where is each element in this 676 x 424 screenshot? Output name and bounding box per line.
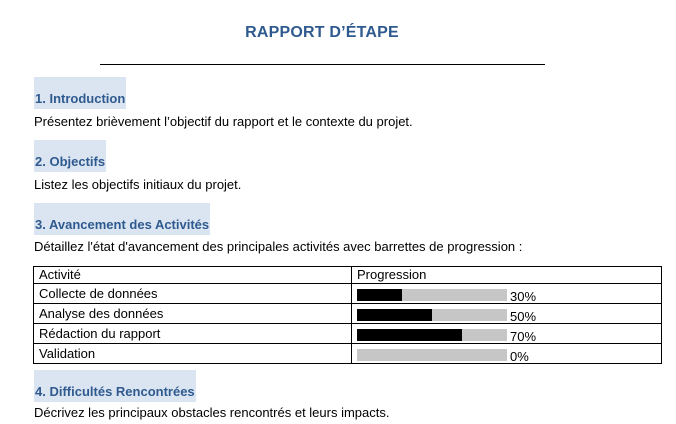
section-text-difficultes: Décrivez les principaux obstacles rencon… bbox=[34, 405, 390, 420]
section-text-introduction: Présentez brièvement l’objectif du rappo… bbox=[34, 114, 413, 129]
progress-label: 0% bbox=[510, 349, 529, 364]
progress-label: 30% bbox=[510, 289, 537, 304]
section-heading-difficultes: 4. Difficultés Rencontrées bbox=[34, 370, 196, 402]
activity-cell: Validation bbox=[33, 343, 352, 364]
table-row: Analyse des données 50% bbox=[33, 303, 662, 324]
table-header-row: Activité Progression bbox=[33, 266, 662, 284]
title-underline bbox=[100, 64, 545, 65]
progress-bar bbox=[357, 289, 507, 301]
column-header-progression: Progression bbox=[351, 266, 662, 284]
progress-bar bbox=[357, 329, 507, 341]
progress-table: Activité Progression Collecte de données… bbox=[33, 266, 662, 364]
progress-cell: 50% bbox=[351, 303, 662, 324]
activity-cell: Analyse des données bbox=[33, 303, 352, 324]
progress-bar-fill bbox=[357, 309, 432, 321]
progress-label: 50% bbox=[510, 309, 537, 324]
activity-cell: Collecte de données bbox=[33, 283, 352, 304]
table-row: Rédaction du rapport 70% bbox=[33, 323, 662, 344]
progress-label: 70% bbox=[510, 329, 537, 344]
table-row: Collecte de données 30% bbox=[33, 283, 662, 304]
table-row: Validation 0% bbox=[33, 343, 662, 364]
section-heading-introduction: 1. Introduction bbox=[34, 77, 127, 109]
progress-bar-fill bbox=[357, 329, 462, 341]
progress-cell: 0% bbox=[351, 343, 662, 364]
section-heading-avancement: 3. Avancement des Activités bbox=[34, 203, 211, 235]
progress-bar-fill bbox=[357, 289, 402, 301]
progress-cell: 70% bbox=[351, 323, 662, 344]
progress-cell: 30% bbox=[351, 283, 662, 304]
page-title: RAPPORT D’ÉTAPE bbox=[245, 24, 399, 41]
progress-bar bbox=[357, 349, 507, 361]
activity-cell: Rédaction du rapport bbox=[33, 323, 352, 344]
section-text-avancement: Détaillez l'état d'avancement des princi… bbox=[34, 239, 523, 254]
section-text-objectifs: Listez les objectifs initiaux du projet. bbox=[34, 177, 242, 192]
progress-bar bbox=[357, 309, 507, 321]
section-heading-objectifs: 2. Objectifs bbox=[34, 140, 107, 172]
column-header-activity: Activité bbox=[33, 266, 352, 284]
